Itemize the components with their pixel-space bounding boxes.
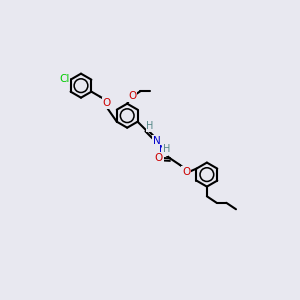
Text: N: N <box>153 136 160 146</box>
Text: Cl: Cl <box>59 74 69 83</box>
Text: O: O <box>182 167 190 177</box>
Text: O: O <box>103 98 111 108</box>
Text: O: O <box>154 153 163 163</box>
Text: H: H <box>146 121 154 131</box>
Text: N: N <box>159 145 167 155</box>
Text: O: O <box>128 91 136 101</box>
Text: H: H <box>163 144 170 154</box>
